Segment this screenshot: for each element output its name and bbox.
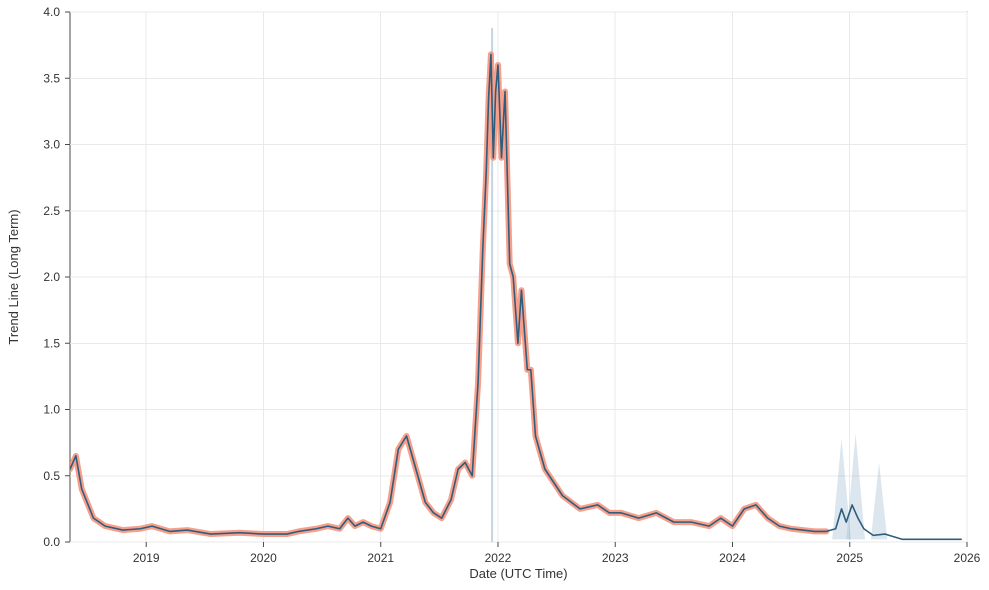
y-tick-label: 0.5 (43, 469, 60, 483)
x-tick-label: 2020 (250, 551, 277, 565)
x-tick-label: 2026 (954, 551, 981, 565)
x-tick-label: 2024 (719, 551, 746, 565)
y-tick-label: 0.0 (43, 535, 60, 549)
x-tick-label: 2025 (836, 551, 863, 565)
y-axis-label: Trend Line (Long Term) (6, 209, 21, 344)
y-tick-label: 4.0 (43, 5, 60, 19)
x-tick-label: 2019 (133, 551, 160, 565)
y-tick-label: 1.0 (43, 403, 60, 417)
y-tick-label: 2.5 (43, 204, 60, 218)
y-tick-label: 3.0 (43, 138, 60, 152)
y-tick-label: 1.5 (43, 336, 60, 350)
y-tick-label: 2.0 (43, 270, 60, 284)
x-tick-label: 2023 (602, 551, 629, 565)
y-tick-label: 3.5 (43, 71, 60, 85)
x-tick-label: 2021 (367, 551, 394, 565)
x-axis-label: Date (UTC Time) (469, 566, 567, 581)
trend-line-chart: 0.0 0.5 1.0 1.5 2.0 2.5 3.0 3.5 4.0 2019 2020 2021 2… (0, 0, 989, 590)
x-tick-label: 2022 (485, 551, 512, 565)
chart-container: 0.0 0.5 1.0 1.5 2.0 2.5 3.0 3.5 4.0 2019 2020 2021 2… (0, 0, 989, 590)
